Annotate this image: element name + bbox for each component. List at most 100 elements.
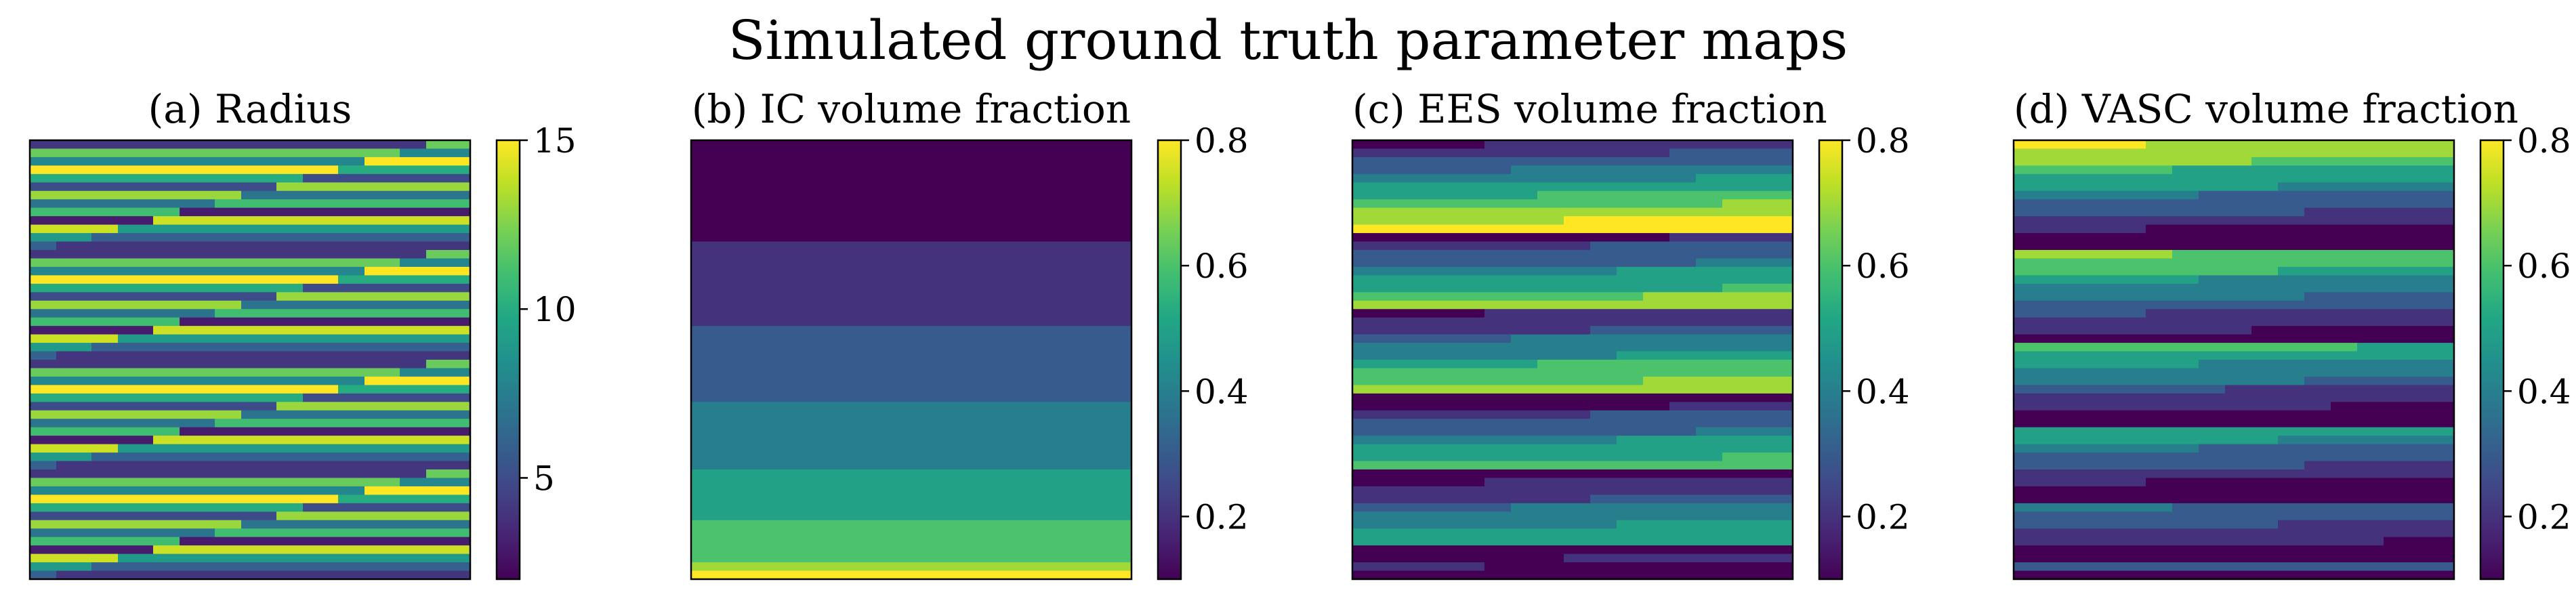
heatmap-cell	[2304, 376, 2455, 385]
heatmap-cell	[2014, 224, 2146, 234]
heatmap-3	[2014, 140, 2455, 580]
heatmap-cell	[691, 258, 1132, 268]
heatmap-cell	[1352, 300, 1793, 310]
heatmap-cell	[691, 207, 1132, 217]
heatmap-cell	[691, 292, 1132, 301]
heatmap-cell	[2014, 283, 2455, 293]
heatmap-cell	[2146, 478, 2455, 487]
heatmap-cell	[1643, 376, 1793, 385]
colorbar-tick-label: 0.4	[2517, 372, 2571, 411]
heatmap-cell	[91, 562, 471, 572]
heatmap-cell	[276, 292, 471, 301]
heatmap-cell	[691, 368, 1132, 377]
heatmap-cell	[1352, 165, 1512, 175]
heatmap-cell	[1352, 258, 1697, 268]
heatmap-cell	[30, 478, 400, 487]
heatmap-cell	[691, 334, 1132, 343]
heatmap-cell	[303, 283, 471, 293]
heatmap-cell	[691, 537, 1132, 546]
heatmap-cell	[30, 511, 277, 521]
heatmap-cell	[2014, 453, 2455, 462]
heatmap-cell	[1352, 562, 1485, 572]
heatmap-cell	[2199, 360, 2455, 369]
heatmap-cell	[1352, 520, 1617, 529]
heatmap-cell	[2146, 140, 2455, 150]
heatmap-cell	[1352, 419, 1793, 428]
heatmap-cell	[2014, 562, 2455, 572]
heatmap-cell	[30, 241, 57, 251]
heatmap-cell	[30, 537, 180, 546]
heatmap-cell	[1352, 553, 1564, 563]
heatmap-cell	[691, 461, 1132, 470]
heatmap-cell	[1352, 317, 1793, 327]
heatmap-cell	[30, 393, 304, 402]
heatmap-cell	[691, 545, 1132, 555]
heatmap-cell	[1669, 233, 1793, 243]
heatmap-cell	[1352, 376, 1644, 385]
heatmap-cell	[1617, 266, 1793, 276]
colorbar-tick-label: 0.2	[1194, 497, 1249, 537]
heatmap-cell	[1617, 436, 1793, 445]
heatmap-cell	[2014, 444, 2199, 453]
heatmap-cell	[30, 326, 154, 335]
heatmap-cell	[1352, 241, 1591, 251]
heatmap-cell	[1537, 360, 1793, 369]
colorbar	[1157, 139, 1182, 581]
heatmap-cell	[118, 224, 471, 234]
panel-a-title: (a) Radius	[148, 86, 352, 132]
heatmap-frame	[690, 139, 1133, 581]
heatmap-cell	[691, 495, 1132, 504]
heatmap-cell	[1352, 156, 1793, 166]
heatmap-cell	[400, 368, 471, 377]
heatmap-cell	[691, 469, 1132, 479]
heatmap-cell	[30, 140, 427, 150]
heatmap-cell	[2014, 385, 2226, 394]
heatmap-cell	[2014, 173, 2455, 183]
heatmap-frame	[2012, 139, 2455, 581]
heatmap-cell	[691, 410, 1132, 419]
heatmap-cell	[241, 410, 471, 419]
heatmap-cell	[2014, 300, 2455, 310]
heatmap-cell	[1352, 275, 1793, 285]
heatmap-cell	[338, 495, 471, 504]
heatmap-cell	[30, 190, 242, 200]
colorbar-tick-label: 0.6	[1856, 247, 1910, 286]
heatmap-cell	[30, 453, 92, 462]
heatmap-cell	[303, 503, 471, 512]
panel-d-title: (d) VASC volume fraction	[2014, 86, 2518, 132]
heatmap-frame	[1351, 139, 1794, 581]
heatmap-cell	[241, 520, 471, 529]
heatmap-cell	[691, 148, 1132, 158]
heatmap-cell	[241, 190, 471, 200]
heatmap-cell	[30, 444, 119, 453]
heatmap-cell	[180, 427, 471, 436]
heatmap-cell	[2014, 309, 2146, 318]
heatmap-cell	[426, 360, 471, 369]
heatmap-cell	[1352, 461, 1793, 470]
heatmap-cell	[1352, 453, 1723, 462]
heatmap-cell	[2014, 258, 2455, 268]
heatmap-cell	[2014, 528, 2455, 538]
heatmap-1	[691, 140, 1132, 580]
heatmap-cell	[2199, 444, 2455, 453]
heatmap-cell	[153, 216, 471, 226]
heatmap-cell	[30, 207, 180, 217]
heatmap-cell	[691, 385, 1132, 394]
heatmap-cell	[1352, 486, 1793, 495]
heatmap-cell	[1352, 250, 1793, 259]
heatmap-cell	[1352, 173, 1697, 183]
heatmap-cell	[691, 266, 1132, 276]
heatmap-cell	[2278, 520, 2455, 529]
heatmap-cell	[691, 309, 1132, 318]
heatmap-cell	[2014, 326, 2252, 335]
heatmap-cell	[1352, 148, 1670, 158]
heatmap-cell	[2014, 427, 2455, 436]
heatmap-cell	[2014, 393, 2455, 402]
heatmap-2	[1352, 140, 1793, 580]
heatmap-cell	[30, 545, 154, 555]
heatmap-cell	[691, 503, 1132, 512]
heatmap-cell	[1352, 207, 1793, 217]
heatmap-cell	[2014, 182, 2279, 192]
heatmap-cell	[2014, 343, 2358, 352]
heatmap-cell	[153, 436, 471, 445]
